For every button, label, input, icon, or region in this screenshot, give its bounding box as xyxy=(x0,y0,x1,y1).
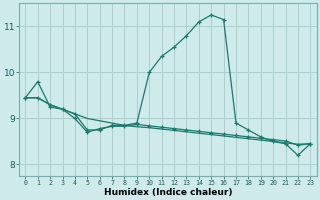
X-axis label: Humidex (Indice chaleur): Humidex (Indice chaleur) xyxy=(104,188,232,197)
